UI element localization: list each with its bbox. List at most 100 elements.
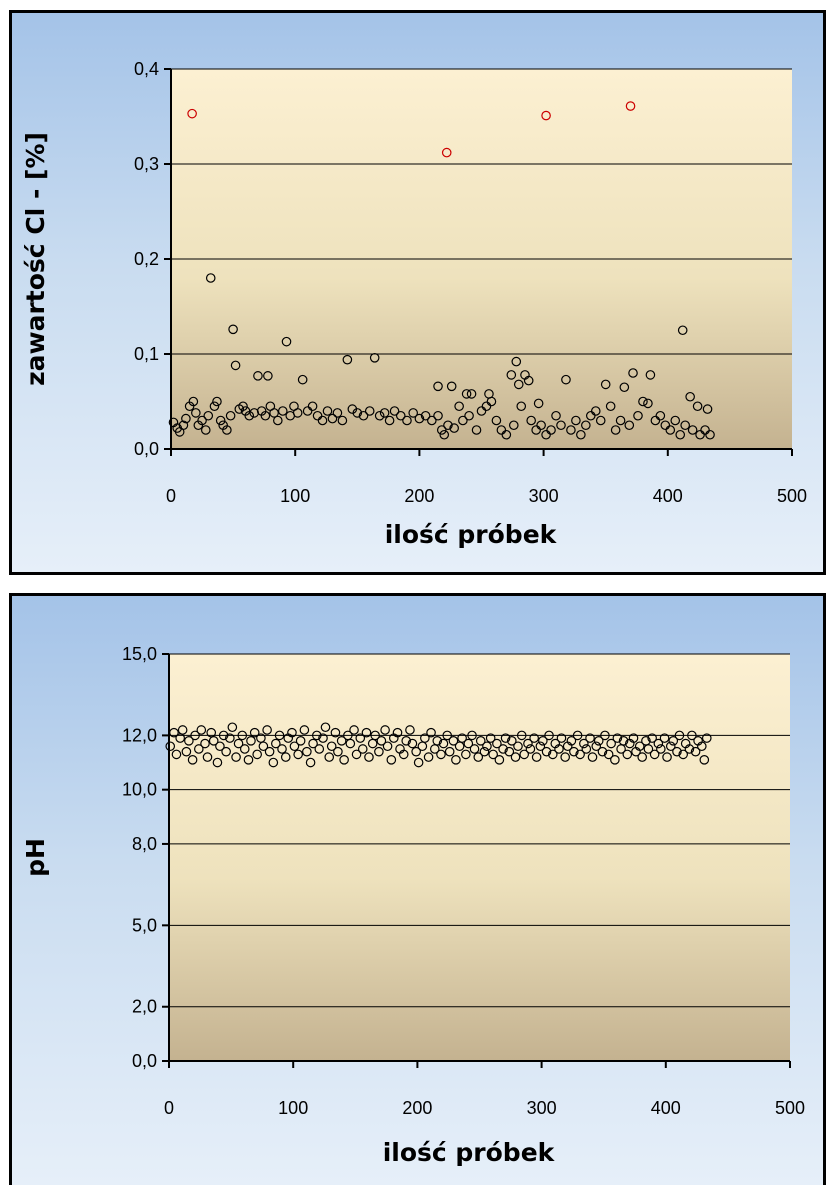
data-point (556, 420, 566, 431)
data-point (395, 410, 406, 421)
data-point (479, 746, 490, 757)
data-point (314, 744, 325, 754)
data-point (398, 749, 409, 760)
data-point (297, 374, 308, 385)
data-point (572, 730, 583, 741)
data-point (504, 746, 515, 757)
data-point (231, 752, 241, 762)
data-point (672, 746, 682, 757)
data-point (610, 755, 620, 765)
data-point (556, 733, 567, 743)
y-tick-label: 0,0 (134, 439, 159, 459)
data-point (401, 736, 412, 746)
data-point (225, 410, 236, 421)
data-point (622, 749, 633, 760)
data-point (506, 736, 517, 746)
data-point (535, 741, 546, 752)
data-point (436, 749, 446, 760)
data-point (628, 733, 639, 743)
data-point (662, 752, 672, 762)
data-point (513, 741, 523, 752)
data-point (659, 733, 670, 743)
x-tick-label: 200 (402, 1098, 432, 1118)
data-point (238, 401, 248, 412)
data-point (305, 757, 316, 768)
data-point (379, 408, 390, 418)
data-point (510, 752, 521, 762)
data-point (660, 420, 671, 431)
data-point (215, 415, 226, 426)
data-point (411, 746, 421, 757)
data-point (634, 741, 645, 752)
data-point (221, 746, 231, 757)
data-point (687, 425, 698, 435)
data-point (674, 730, 685, 741)
data-point (352, 408, 363, 418)
data-point (475, 736, 486, 746)
data-point (538, 736, 548, 746)
data-point (439, 429, 450, 440)
data-point (566, 736, 577, 746)
data-point (289, 741, 300, 752)
data-point (337, 415, 348, 426)
data-point (501, 429, 512, 440)
data-point (508, 420, 519, 431)
data-point (494, 755, 505, 765)
data-point (200, 425, 211, 435)
data-point (318, 733, 328, 743)
data-point (295, 736, 306, 746)
data-point (336, 736, 347, 746)
x-tick-label: 400 (651, 1098, 681, 1118)
data-point (449, 423, 459, 433)
data-point (364, 406, 375, 416)
data-point (451, 755, 461, 765)
x-tick-label: 400 (653, 486, 683, 506)
data-point (188, 396, 199, 407)
data-point (436, 425, 447, 435)
data-point (205, 273, 216, 283)
data-point (413, 757, 424, 768)
y-tick-label: 0,3 (134, 154, 159, 174)
data-point (374, 410, 385, 421)
data-point (203, 410, 214, 421)
data-point (446, 381, 457, 392)
data-point (668, 736, 679, 746)
data-point (190, 730, 200, 741)
data-point (603, 749, 614, 760)
data-point (324, 752, 335, 762)
data-point (506, 370, 517, 380)
data-point (320, 722, 331, 733)
data-point (380, 725, 390, 735)
data-point (457, 733, 467, 743)
data-point (466, 389, 477, 399)
data-point (511, 356, 522, 367)
x-tick-label: 500 (775, 1098, 805, 1118)
data-point (302, 746, 312, 757)
data-point (526, 415, 536, 426)
x-tick-label: 300 (527, 1098, 557, 1118)
data-point (576, 429, 586, 440)
data-point (273, 415, 283, 426)
data-point (496, 425, 507, 435)
y-axis-title: zawartość Cl - [%] (21, 132, 50, 386)
y-tick-label: 8,0 (132, 834, 157, 854)
data-point (178, 420, 189, 431)
data-point (339, 755, 349, 765)
data-point (624, 420, 635, 431)
data-point (684, 744, 695, 754)
data-point (351, 749, 362, 760)
data-point (500, 733, 511, 743)
data-point (308, 738, 318, 749)
data-point (332, 408, 343, 418)
data-point (243, 755, 254, 765)
data-point (364, 752, 374, 762)
data-point (529, 733, 539, 743)
data-point (600, 730, 610, 741)
data-point (263, 371, 273, 381)
y-tick-label: 0,2 (134, 249, 159, 269)
data-point (547, 749, 558, 760)
data-point (293, 749, 303, 760)
data-point (650, 415, 661, 426)
x-axis-title: ilość próbek (385, 520, 558, 549)
data-point (653, 738, 664, 749)
